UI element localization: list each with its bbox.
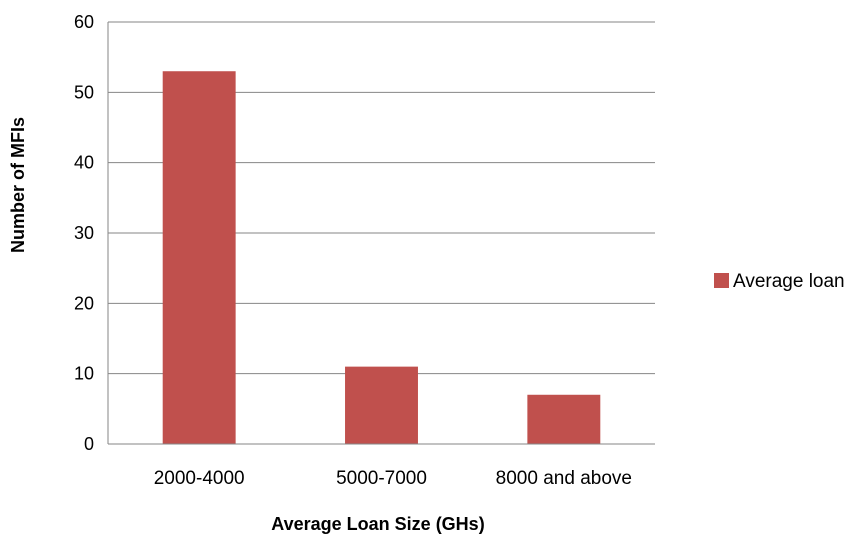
- x-category-labels: 2000-4000 5000-7000 8000 and above: [154, 468, 632, 489]
- bar: [345, 366, 418, 444]
- y-tick-labels: 0 10 20 30 40 50 60: [74, 12, 94, 454]
- x-category-label: 5000-7000: [336, 468, 427, 489]
- y-tick-label: 50: [74, 82, 94, 102]
- x-category-label: 8000 and above: [496, 468, 632, 489]
- legend-swatch: [714, 273, 729, 288]
- y-tick-label: 20: [74, 293, 94, 313]
- y-axis-title: Number of MFIs: [8, 117, 28, 253]
- legend: Average loan: [714, 271, 845, 292]
- y-tick-label: 10: [74, 364, 94, 384]
- y-tick-label: 0: [84, 434, 94, 454]
- y-tick-label: 60: [74, 12, 94, 32]
- bars: [162, 71, 601, 444]
- x-category-label: 2000-4000: [154, 468, 245, 489]
- bar: [527, 394, 601, 444]
- legend-label: Average loan: [733, 271, 845, 292]
- axes: [107, 22, 655, 445]
- x-axis-title: Average Loan Size (GHs): [271, 514, 484, 534]
- y-tick-label: 30: [74, 223, 94, 243]
- y-tick-label: 40: [74, 153, 94, 173]
- bar: [162, 71, 236, 444]
